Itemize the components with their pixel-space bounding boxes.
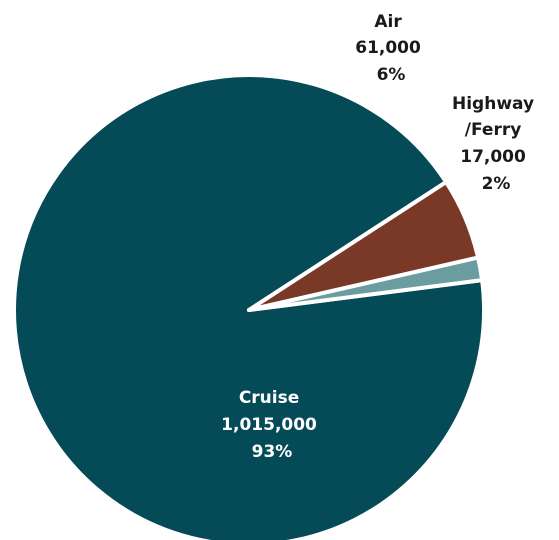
highway-ferry-label: Highway /Ferry 17,000 2%	[452, 94, 540, 194]
highway-name-label-line2: /Ferry	[465, 120, 522, 140]
cruise-label: Cruise 1,015,000 93%	[221, 388, 323, 462]
air-value-label: 61,000	[355, 38, 421, 58]
highway-percent-label: 2%	[482, 174, 511, 194]
pie-slices	[12, 73, 486, 540]
air-label: Air 61,000 6%	[355, 12, 427, 85]
cruise-name-label: Cruise	[239, 388, 299, 408]
cruise-slice	[12, 73, 486, 540]
highway-name-label-line1: Highway	[452, 94, 534, 114]
cruise-percent-label: 93%	[252, 442, 293, 462]
cruise-value-label: 1,015,000	[221, 415, 317, 435]
highway-ferry-slice	[247, 255, 485, 312]
air-percent-label: 6%	[377, 65, 406, 85]
air-name-label: Air	[374, 12, 402, 32]
highway-value-label: 17,000	[460, 147, 526, 167]
